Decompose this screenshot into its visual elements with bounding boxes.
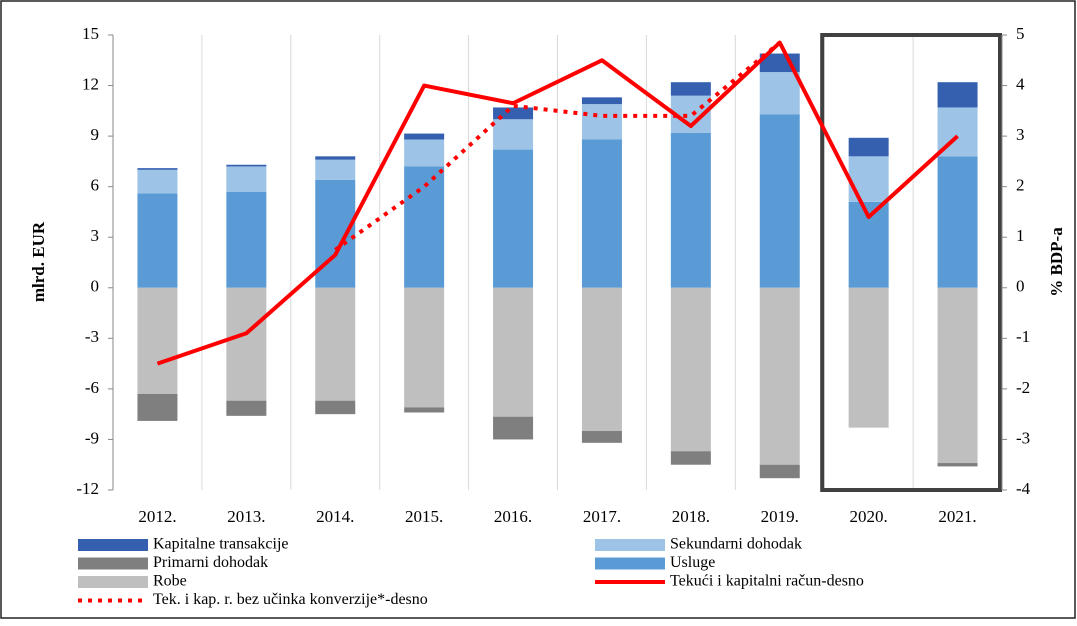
legend-swatch (78, 557, 148, 570)
bar (404, 407, 445, 413)
bar (581, 139, 622, 288)
bar (226, 287, 267, 401)
line (334, 41, 782, 252)
bar (226, 166, 267, 192)
x-tick-label: 2018. (672, 507, 710, 526)
x-tick-label: 2021. (938, 507, 976, 526)
bar (848, 137, 889, 157)
bar (404, 287, 445, 408)
legend-swatch (78, 539, 148, 551)
x-tick-label: 2017. (583, 507, 621, 526)
y-tick-label: 6 (91, 176, 100, 195)
legend-label: Primarni dohodak (153, 554, 268, 571)
bar (493, 287, 534, 417)
legend-swatch (595, 557, 665, 570)
bar (937, 287, 978, 464)
bar (937, 82, 978, 108)
y-tick-label: -12 (76, 479, 99, 498)
bar (670, 82, 711, 96)
bar (759, 287, 800, 465)
y2-tick-label: -2 (1016, 378, 1030, 397)
bar (493, 119, 534, 150)
bar (137, 287, 178, 394)
x-tick-label: 2014. (316, 507, 354, 526)
bar (404, 166, 445, 288)
line (156, 40, 959, 366)
bar (315, 400, 356, 415)
bar (581, 287, 622, 432)
x-tick-label: 2016. (494, 507, 532, 526)
bar (137, 168, 178, 170)
y-tick-label: 3 (91, 226, 100, 245)
x-tick-label: 2019. (761, 507, 799, 526)
bar (937, 463, 978, 467)
y-tick-label: 12 (82, 74, 99, 93)
y-tick-label: -9 (85, 428, 99, 447)
y2-tick-label: 4 (1016, 74, 1025, 93)
bar (137, 393, 178, 421)
bar (137, 193, 178, 288)
bar (226, 164, 267, 167)
legend-label: Kapitalne transakcije (153, 536, 289, 553)
bar (315, 287, 356, 401)
legend-label: Robe (153, 573, 187, 590)
bar (404, 139, 445, 167)
y2-tick-label: 5 (1016, 24, 1025, 43)
legend-swatch (78, 576, 148, 588)
bar (226, 191, 267, 288)
bar (581, 104, 622, 140)
bar (226, 400, 267, 416)
bar (404, 133, 445, 140)
x-tick-label: 2015. (405, 507, 443, 526)
bar (581, 431, 622, 443)
bar (493, 416, 534, 440)
bar (315, 156, 356, 160)
bar (670, 287, 711, 452)
y-tick-label: 0 (91, 277, 100, 296)
y2-tick-label: 0 (1016, 277, 1025, 296)
legend-label: Usluge (670, 554, 715, 571)
y2-tick-label: -3 (1016, 428, 1030, 447)
y2-tick-label: 1 (1016, 226, 1025, 245)
x-tick-label: 2012. (138, 507, 176, 526)
bar (848, 156, 889, 202)
legend-label: Sekundarni dohodak (670, 536, 802, 553)
bar (493, 149, 534, 288)
bar (759, 464, 800, 479)
y2-axis-label: % BDP-a (1047, 227, 1066, 297)
bar (493, 107, 534, 120)
y2-tick-label: -1 (1016, 327, 1030, 346)
bar (670, 132, 711, 288)
legend-swatch (595, 539, 665, 551)
bar (315, 159, 356, 180)
highlight-box (820, 33, 1003, 492)
bar (581, 97, 622, 105)
y2-tick-label: -4 (1016, 479, 1031, 498)
x-tick-label: 2013. (227, 507, 265, 526)
y-tick-label: -6 (85, 378, 99, 397)
y-axis-label: mlrd. EUR (29, 221, 48, 302)
bar (315, 179, 356, 288)
y-tick-label: 15 (82, 24, 99, 43)
bar (137, 169, 178, 194)
y-tick-label: 9 (91, 125, 100, 144)
x-tick-label: 2020. (850, 507, 888, 526)
legend-label: Tek. i kap. r. bez učinka konverzije*-de… (153, 591, 428, 608)
y2-tick-label: 2 (1016, 176, 1025, 195)
bar (670, 451, 711, 465)
bar (759, 114, 800, 288)
bar (937, 156, 978, 288)
bar (848, 287, 889, 428)
y2-tick-label: 3 (1016, 125, 1025, 144)
bar (759, 72, 800, 115)
legend-label: Tekući i kapitalni račun-desno (670, 573, 864, 590)
y-tick-label: -3 (85, 327, 99, 346)
